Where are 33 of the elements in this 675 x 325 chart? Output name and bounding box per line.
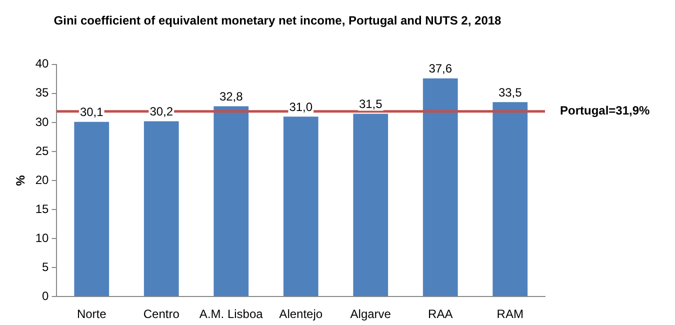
bar <box>492 102 528 296</box>
x-tick-label: Centro <box>143 307 180 322</box>
bar <box>74 122 110 296</box>
data-label: 31,0 <box>289 100 313 114</box>
bar <box>283 116 318 296</box>
y-tick-label: 0 <box>42 288 50 303</box>
data-label: 32,8 <box>219 90 244 104</box>
y-axis-title: % <box>14 174 28 186</box>
data-label: 33,5 <box>498 85 522 100</box>
data-label: 31,5 <box>358 97 383 112</box>
y-tick-label: 10 <box>35 230 50 245</box>
data-label: 37,6 <box>428 62 452 76</box>
y-tick-label: 30 <box>35 114 50 129</box>
bar <box>144 121 179 296</box>
x-tick-label: A.M. Lisboa <box>199 307 264 322</box>
y-tick-label: 5 <box>42 260 50 274</box>
x-tick-label: Norte <box>76 307 107 322</box>
y-tick-label: 40 <box>35 56 50 71</box>
x-tick-label: RAA <box>428 307 453 322</box>
x-tick-label: Algarve <box>350 307 392 322</box>
bar <box>422 78 458 296</box>
ref-line-label: Portugal=31,9% <box>560 104 650 118</box>
data-label: 30,2 <box>150 104 174 119</box>
y-tick-label: 35 <box>35 86 50 100</box>
y-tick-label: 15 <box>35 202 50 216</box>
y-tick-label: 25 <box>35 144 50 158</box>
x-tick-label: Alentejo <box>279 307 323 322</box>
bar <box>353 114 388 296</box>
bar <box>214 106 249 296</box>
y-tick-label: 20 <box>35 172 50 187</box>
data-label: 30,1 <box>80 105 104 120</box>
chart-title: Gini coefficient of equivalent monetary net income, Portugal and NUTS 2, 2018 <box>54 14 502 28</box>
x-tick-label: RAM <box>496 307 524 322</box>
